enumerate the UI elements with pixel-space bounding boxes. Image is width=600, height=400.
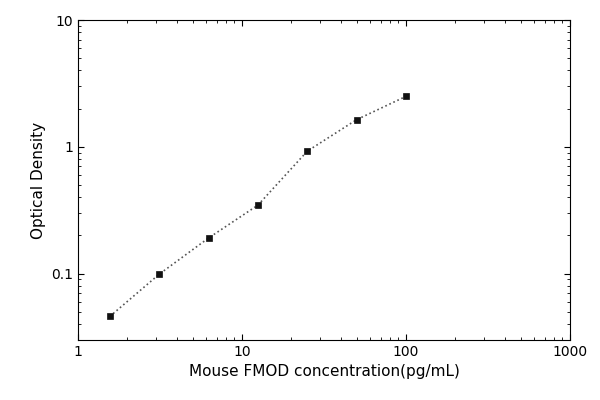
X-axis label: Mouse FMOD concentration(pg/mL): Mouse FMOD concentration(pg/mL): [188, 364, 460, 380]
Y-axis label: Optical Density: Optical Density: [31, 122, 46, 238]
